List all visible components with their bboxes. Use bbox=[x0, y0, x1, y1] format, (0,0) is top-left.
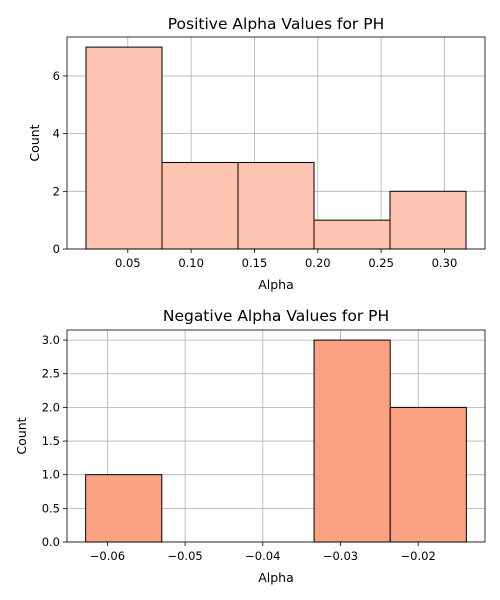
x-tick-label: 0.15 bbox=[242, 256, 268, 270]
x-tick-label: 0.25 bbox=[368, 256, 394, 270]
y-tick-label: 0.5 bbox=[42, 501, 60, 515]
y-tick-label: 2.5 bbox=[42, 367, 60, 381]
x-tick-label: 0.05 bbox=[115, 256, 141, 270]
chart-title: Negative Alpha Values for PH bbox=[163, 307, 389, 325]
ticks: −0.06 −0.05 −0.04 −0.03 −0.02 0.0 0.5 1.0 1.5 2.0… bbox=[42, 333, 436, 563]
x-axis-label: Alpha bbox=[258, 277, 294, 292]
y-tick-label: 1.0 bbox=[42, 468, 60, 482]
y-tick-label: 6 bbox=[53, 69, 60, 83]
positive-alpha-subplot: Positive Alpha Values for PH 0.05 0.10 0.1… bbox=[27, 15, 486, 292]
y-axis-label: Count bbox=[27, 124, 42, 161]
histogram-bar bbox=[161, 161, 239, 250]
bars bbox=[85, 339, 467, 543]
x-tick-label: −0.02 bbox=[401, 549, 436, 563]
histogram-bar bbox=[389, 190, 467, 250]
x-tick-label: −0.06 bbox=[90, 549, 125, 563]
negative-alpha-subplot: Negative Alpha Values for PH −0.06 −0.05−… bbox=[14, 307, 486, 585]
y-tick-label: 0.0 bbox=[42, 535, 60, 549]
x-tick-label: −0.05 bbox=[167, 549, 202, 563]
histogram-bar bbox=[313, 219, 391, 250]
y-tick-label: 0 bbox=[53, 242, 60, 256]
histogram-bar bbox=[85, 474, 163, 543]
chart-title: Positive Alpha Values for PH bbox=[168, 15, 385, 33]
y-tick-label: 4 bbox=[53, 127, 60, 141]
y-tick-label: 3.0 bbox=[42, 333, 60, 347]
y-tick-label: 1.5 bbox=[42, 434, 60, 448]
x-tick-label: 0.30 bbox=[432, 256, 458, 270]
y-tick-label: 2.0 bbox=[42, 400, 60, 414]
x-axis-label: Alpha bbox=[258, 570, 294, 585]
ticks: 0.05 0.10 0.15 0.20 0.25 0.30 0 2 4 6 bbox=[53, 69, 458, 270]
histogram-bar bbox=[85, 46, 163, 250]
x-tick-label: −0.03 bbox=[323, 549, 358, 563]
x-tick-label: −0.04 bbox=[245, 549, 280, 563]
histogram-bar bbox=[389, 406, 467, 543]
plot-frame bbox=[66, 36, 486, 250]
histogram-bar bbox=[313, 339, 391, 543]
x-tick-label: 0.10 bbox=[178, 256, 204, 270]
plot-frame bbox=[66, 329, 486, 543]
bars bbox=[85, 46, 467, 250]
histogram-bar bbox=[237, 161, 315, 250]
y-axis-label: Count bbox=[14, 417, 29, 454]
x-tick-label: 0.20 bbox=[305, 256, 331, 270]
y-tick-label: 2 bbox=[53, 184, 60, 198]
